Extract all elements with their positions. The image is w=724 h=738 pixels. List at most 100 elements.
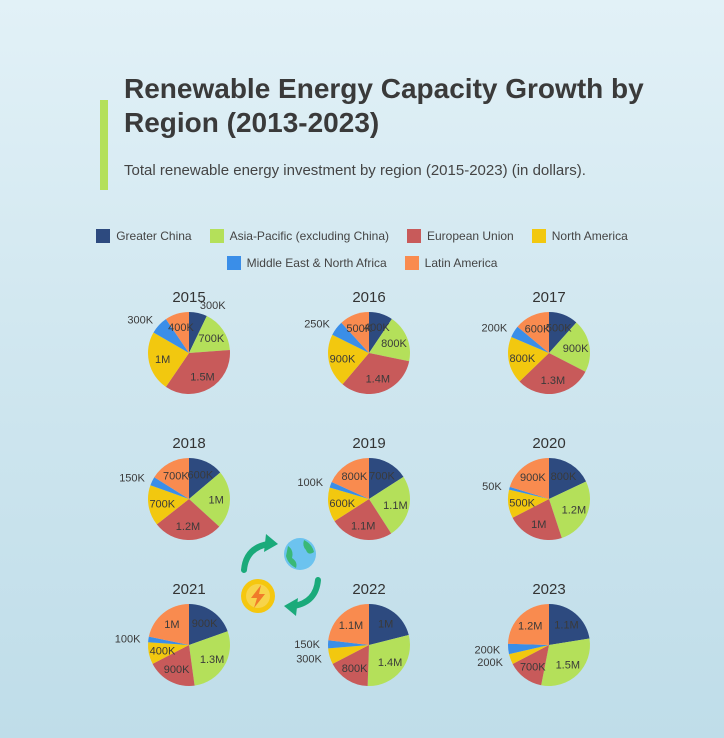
pie-slice-middle-east[interactable] <box>329 481 369 499</box>
pie-slice-european-union[interactable] <box>165 349 231 395</box>
pie-slice-european-union[interactable] <box>512 499 562 541</box>
pie-slice-label: 500K <box>509 497 535 509</box>
legend-item-greater-china[interactable]: Greater China <box>96 229 192 243</box>
pie-slice-label: 1.2M <box>176 521 200 533</box>
pie-slice-european-union[interactable] <box>519 353 586 395</box>
legend-label: Asia-Pacific (excluding China) <box>229 229 389 243</box>
pie-slice-latin-america[interactable] <box>331 458 369 499</box>
pie-slice-north-america[interactable] <box>328 334 369 385</box>
pie-slice-latin-america[interactable] <box>508 604 549 645</box>
pie-slice-asia-pacific[interactable] <box>549 481 590 538</box>
pie-slice-latin-america[interactable] <box>517 312 549 353</box>
pie-slice-middle-east[interactable] <box>332 322 369 353</box>
pie-slice-label: 900K <box>164 664 190 676</box>
pie-slice-label: 700K <box>149 498 175 510</box>
decoration-icons <box>241 534 321 616</box>
chart-title: Renewable Energy Capacity Growth by Regi… <box>124 73 644 138</box>
pie-slice-label: 1.1M <box>351 520 375 532</box>
pie-slice-north-america[interactable] <box>507 336 549 382</box>
pie-slice-label: 700K <box>199 333 225 345</box>
legend: Greater China Asia-Pacific (excluding Ch… <box>0 228 724 282</box>
pie-slice-european-union[interactable] <box>342 353 410 395</box>
pie-slice-latin-america[interactable] <box>165 312 189 353</box>
pie-slice-greater-china[interactable] <box>369 458 404 499</box>
pie-slice-greater-china[interactable] <box>189 312 207 353</box>
pie-slice-north-america[interactable] <box>147 485 189 525</box>
pie-year-label: 2019 <box>352 435 385 452</box>
legend-swatch <box>531 229 546 243</box>
pie-slice-label: 1.3M <box>541 375 565 387</box>
pie-slice-label: 1.1M <box>383 500 407 512</box>
pie-slice-greater-china[interactable] <box>189 604 228 645</box>
pie-slice-greater-china[interactable] <box>369 604 409 645</box>
pie-slice-latin-america[interactable] <box>341 312 369 353</box>
pie-slice-north-america[interactable] <box>147 332 189 387</box>
pie-slice-greater-china[interactable] <box>549 458 587 499</box>
pie-slice-label: 700K <box>163 470 189 482</box>
pie-slice-label: 200K <box>474 645 500 657</box>
pie-slice-north-america[interactable] <box>507 489 549 518</box>
pie-slice-asia-pacific[interactable] <box>189 316 230 353</box>
pie-slice-greater-china[interactable] <box>189 458 221 499</box>
pie-slice-middle-east[interactable] <box>509 486 549 499</box>
pie-slice-north-america[interactable] <box>327 487 369 522</box>
legend-item-latin-america[interactable]: Latin America <box>404 256 498 270</box>
pie-slice-european-union[interactable] <box>512 645 549 686</box>
pie-slice-middle-east[interactable] <box>507 643 549 655</box>
pie-slice-latin-america[interactable] <box>328 604 369 645</box>
pie-slice-label: 150K <box>119 473 145 485</box>
pie-slice-label: 300K <box>127 315 153 327</box>
pie-slice-label: 100K <box>297 477 323 489</box>
pie-slice-asia-pacific[interactable] <box>369 318 411 362</box>
pie-slice-label: 500K <box>346 323 372 335</box>
pie-slice-label: 200K <box>477 657 503 669</box>
pie-slice-asia-pacific[interactable] <box>189 631 230 686</box>
legend-swatch <box>226 256 241 270</box>
pie-slice-label: 1.2M <box>518 621 542 633</box>
pie-slice-label: 900K <box>563 343 589 355</box>
pie-slice-label: 800K <box>381 338 407 350</box>
pie-slice-european-union[interactable] <box>334 499 392 541</box>
pie-slice-european-union[interactable] <box>332 645 369 686</box>
pie-slice-middle-east[interactable] <box>148 636 189 645</box>
legend-label: Middle East & North Africa <box>246 256 387 270</box>
legend-row-2: Middle East & North Africa Latin America <box>0 255 724 271</box>
legend-item-asia-pacific[interactable]: Asia-Pacific (excluding China) <box>209 229 389 243</box>
pie-slice-label: 800K <box>551 471 577 483</box>
pie-2022: 2022 1M 1.4M 800K 300K 150K 1.1M <box>294 581 411 687</box>
pie-slice-european-union[interactable] <box>152 645 195 687</box>
pie-slice-latin-america[interactable] <box>154 458 189 499</box>
pie-slice-asia-pacific[interactable] <box>541 638 590 686</box>
legend-item-middle-east[interactable]: Middle East & North Africa <box>226 256 387 270</box>
pie-slice-label: 200K <box>481 323 507 335</box>
pie-slice-asia-pacific[interactable] <box>189 472 230 527</box>
pie-slice-north-america[interactable] <box>148 642 189 664</box>
pie-slice-middle-east[interactable] <box>153 319 189 353</box>
pie-slice-middle-east[interactable] <box>150 477 189 499</box>
pie-slice-european-union[interactable] <box>156 499 220 541</box>
pie-slice-greater-china[interactable] <box>549 312 577 353</box>
pie-slice-latin-america[interactable] <box>148 604 189 645</box>
pie-slice-label: 600K <box>188 469 214 481</box>
pie-year-label: 2018 <box>172 435 205 452</box>
legend-item-european-union[interactable]: European Union <box>407 229 514 243</box>
pie-slice-greater-china[interactable] <box>369 312 392 353</box>
pie-slice-latin-america[interactable] <box>509 458 549 499</box>
pie-slice-middle-east[interactable] <box>511 326 549 353</box>
pie-slice-label: 400K <box>150 646 176 658</box>
pie-slice-label: 900K <box>192 618 218 630</box>
legend-swatch <box>96 229 111 243</box>
pie-slice-asia-pacific[interactable] <box>367 634 411 687</box>
pie-slice-asia-pacific[interactable] <box>549 322 591 372</box>
legend-label: Latin America <box>424 256 498 270</box>
pie-slice-label: 300K <box>296 654 322 666</box>
pie-slice-label: 800K <box>342 471 368 483</box>
pie-slice-north-america[interactable] <box>328 645 369 664</box>
pie-slice-north-america[interactable] <box>509 645 549 664</box>
pie-slice-label: 600K <box>525 324 551 336</box>
pie-slice-asia-pacific[interactable] <box>369 476 411 534</box>
pie-slice-middle-east[interactable] <box>327 640 369 649</box>
legend-item-north-america[interactable]: North America <box>531 229 628 243</box>
pie-slice-greater-china[interactable] <box>549 604 590 645</box>
pie-2017: 2017 500K 900K 1.3M 800K 200K 600K <box>481 289 591 395</box>
